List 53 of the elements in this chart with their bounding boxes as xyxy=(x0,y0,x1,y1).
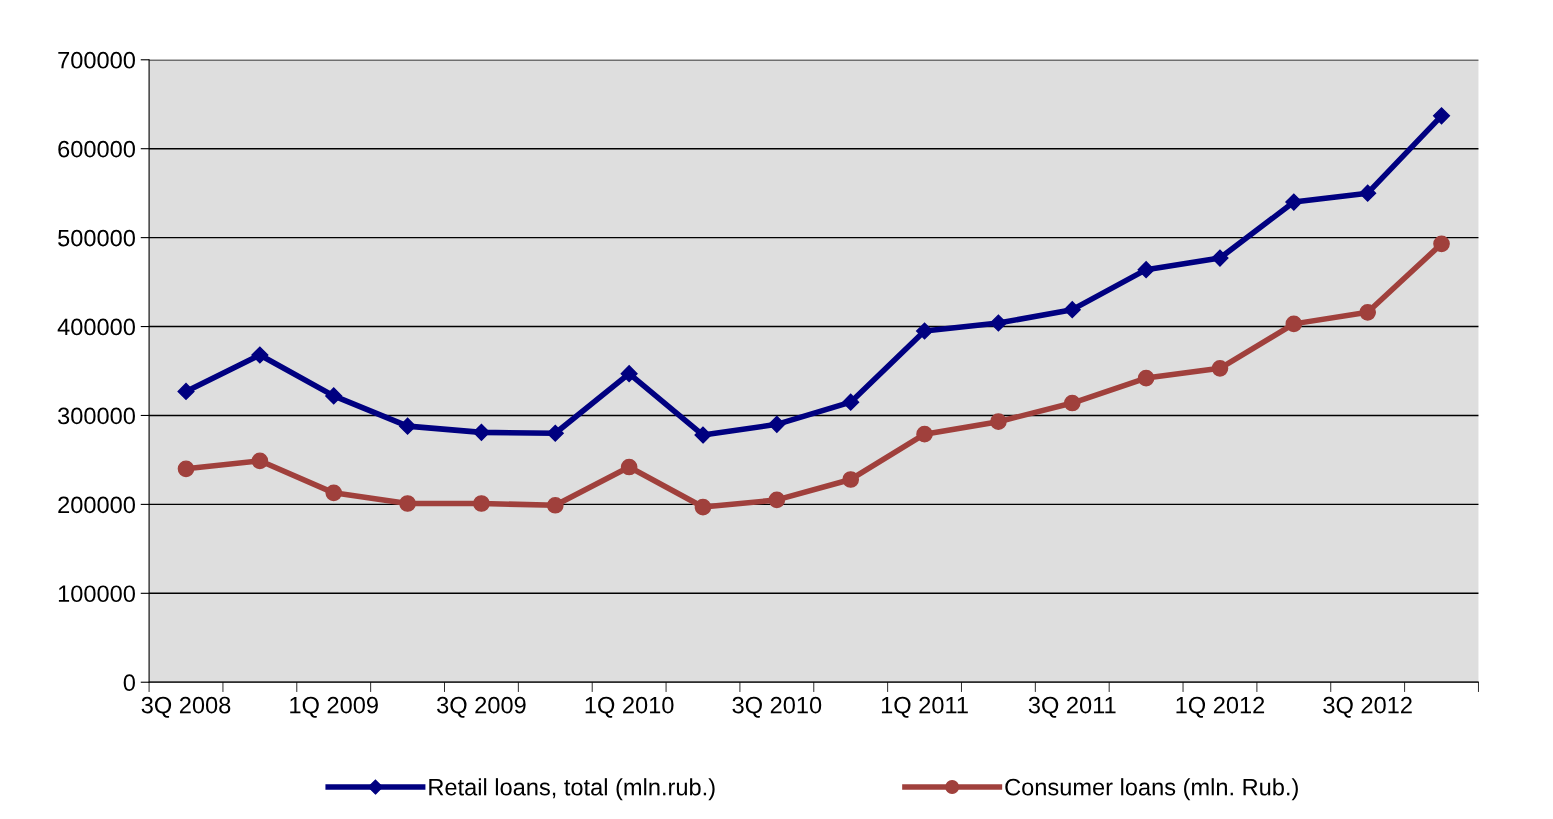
point xyxy=(473,495,490,512)
point xyxy=(251,452,269,470)
y-tick-label: 200000 xyxy=(58,496,135,514)
point xyxy=(177,460,195,478)
point xyxy=(472,423,490,441)
y-tick-label: 700000 xyxy=(58,51,135,69)
x-tick-label: 3Q 2012 xyxy=(1323,696,1412,718)
point xyxy=(842,393,860,411)
point xyxy=(842,471,860,488)
point xyxy=(251,346,269,364)
point xyxy=(1359,184,1377,202)
point xyxy=(916,322,934,340)
point xyxy=(1211,249,1229,267)
x-tick-label: 3Q 2011 xyxy=(1028,696,1116,718)
x-tick-label: 3Q 2009 xyxy=(437,696,526,718)
point xyxy=(325,387,343,405)
x-tick-label: 1Q 2010 xyxy=(585,696,674,718)
point xyxy=(768,415,786,433)
legend-label: Retail loans, total (mln.rub.) xyxy=(429,778,715,801)
point xyxy=(177,382,195,401)
y-tick-label: 600000 xyxy=(58,140,135,158)
x-tick-label: 1Q 2011 xyxy=(881,696,968,718)
point xyxy=(620,458,638,476)
point xyxy=(1137,261,1155,279)
y-tick-label: 100000 xyxy=(58,585,135,603)
point xyxy=(1285,193,1303,211)
point xyxy=(1433,235,1450,253)
point xyxy=(1063,301,1081,319)
point xyxy=(1432,107,1451,125)
y-tick-label: 400000 xyxy=(57,318,135,336)
point xyxy=(1285,315,1303,333)
x-tick-label: 1Q 2012 xyxy=(1176,696,1265,718)
point xyxy=(1063,394,1081,412)
point xyxy=(325,484,343,502)
x-tick-label: 3Q 2010 xyxy=(732,696,822,718)
point xyxy=(989,314,1007,332)
point xyxy=(990,413,1007,431)
x-tick-label: 1Q 2009 xyxy=(290,696,378,718)
point xyxy=(768,491,786,509)
legend-label: Consumer loans (mln. Rub.) xyxy=(1005,778,1298,801)
point xyxy=(916,425,933,443)
point xyxy=(399,495,416,512)
y-tick-label: 0 xyxy=(123,674,135,692)
point xyxy=(1359,303,1377,321)
point xyxy=(694,498,712,516)
point xyxy=(694,426,712,444)
x-tick-label: 3Q 2008 xyxy=(141,696,231,718)
y-tick-label: 500000 xyxy=(58,229,135,247)
point xyxy=(1211,360,1229,377)
y-tick-label: 300000 xyxy=(58,407,135,425)
point xyxy=(1137,369,1155,387)
point xyxy=(546,496,564,514)
point xyxy=(620,365,638,383)
